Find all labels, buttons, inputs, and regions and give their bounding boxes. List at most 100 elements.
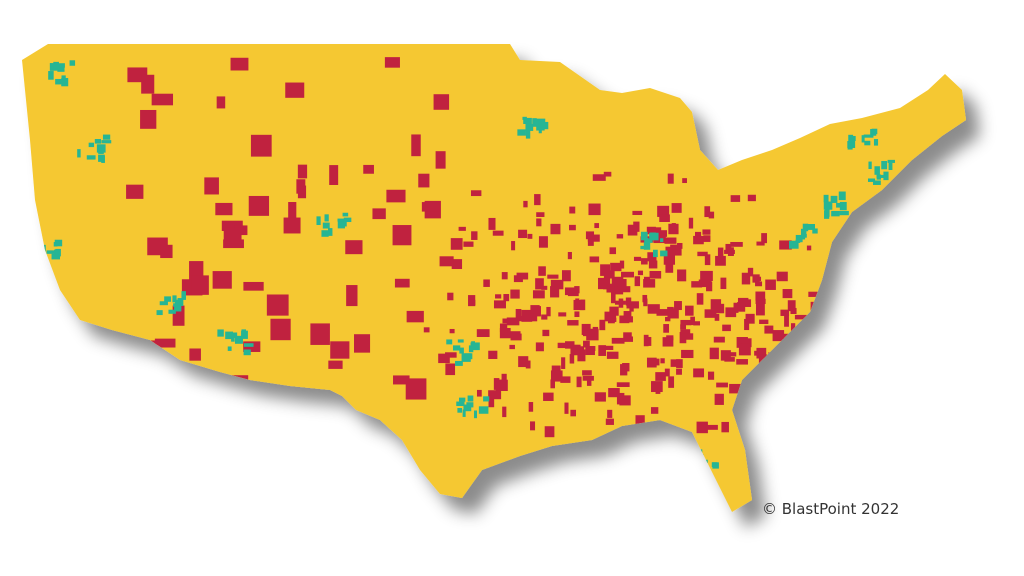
red-county xyxy=(700,270,713,282)
teal-county xyxy=(700,459,708,464)
red-county xyxy=(582,370,592,376)
teal-county xyxy=(876,174,881,180)
red-county xyxy=(160,244,173,259)
red-county xyxy=(616,234,624,239)
red-county xyxy=(515,308,522,320)
red-county xyxy=(346,285,358,307)
red-county xyxy=(745,313,755,324)
red-county xyxy=(576,376,582,388)
teal-county xyxy=(459,347,464,354)
teal-county xyxy=(172,295,177,303)
teal-county xyxy=(851,135,856,141)
teal-county xyxy=(874,166,880,175)
red-county xyxy=(585,231,595,240)
credit: © BlastPoint 2022 xyxy=(762,500,899,518)
red-county xyxy=(764,325,774,334)
teal-county xyxy=(243,343,254,347)
red-county xyxy=(495,294,502,299)
red-county xyxy=(471,231,478,240)
red-county xyxy=(702,229,711,235)
red-county xyxy=(764,407,769,419)
red-county xyxy=(635,415,645,426)
red-county xyxy=(250,134,272,157)
red-county xyxy=(693,368,705,378)
red-county xyxy=(212,271,232,289)
red-county xyxy=(665,261,674,273)
teal-county xyxy=(55,78,62,85)
teal-county xyxy=(791,240,798,248)
teal-county xyxy=(77,149,81,158)
red-county xyxy=(592,174,606,181)
red-county xyxy=(594,223,600,229)
red-county xyxy=(681,349,694,359)
red-county xyxy=(570,344,581,356)
red-county xyxy=(499,323,508,333)
teal-county xyxy=(470,342,480,351)
red-county xyxy=(633,221,640,232)
teal-county xyxy=(241,330,248,339)
red-county xyxy=(525,360,531,369)
red-county xyxy=(680,324,686,330)
red-county xyxy=(657,205,670,217)
red-county xyxy=(296,179,306,194)
teal-county xyxy=(88,142,95,148)
red-county xyxy=(463,241,474,247)
red-county xyxy=(648,260,658,269)
teal-county xyxy=(174,303,182,312)
red-county xyxy=(421,202,440,212)
red-county xyxy=(754,350,759,356)
red-county xyxy=(445,363,456,376)
red-county xyxy=(794,314,807,320)
red-county xyxy=(470,190,482,197)
teal-county xyxy=(883,171,889,181)
red-county xyxy=(773,393,786,405)
teal-county xyxy=(53,242,58,247)
teal-county xyxy=(800,228,807,238)
teal-county xyxy=(173,303,180,307)
red-county xyxy=(759,319,769,324)
red-county xyxy=(653,235,666,244)
red-county xyxy=(619,395,631,406)
teal-county xyxy=(466,402,474,408)
teal-county xyxy=(483,396,490,402)
red-county xyxy=(676,368,682,375)
red-county xyxy=(637,270,644,276)
teal-county xyxy=(159,301,168,306)
red-county xyxy=(782,333,793,341)
red-county xyxy=(691,281,703,288)
red-county xyxy=(328,360,343,369)
red-county xyxy=(363,164,374,174)
red-county xyxy=(629,304,634,312)
red-county xyxy=(696,421,708,434)
red-county xyxy=(608,388,620,398)
teal-county xyxy=(457,339,464,343)
red-county xyxy=(605,345,614,350)
red-county xyxy=(663,252,676,265)
red-county xyxy=(747,267,754,277)
red-county xyxy=(221,220,243,231)
red-county xyxy=(729,383,742,394)
teal-county xyxy=(234,335,243,344)
red-county xyxy=(668,223,679,235)
red-county xyxy=(266,294,289,316)
teal-county xyxy=(42,244,46,253)
teal-county xyxy=(700,453,704,460)
red-county xyxy=(510,289,520,299)
red-county xyxy=(476,389,482,397)
teal-county xyxy=(888,162,893,171)
teal-county xyxy=(241,329,247,334)
red-county xyxy=(231,375,249,391)
red-county xyxy=(706,281,713,292)
red-county xyxy=(518,229,528,239)
teal-county xyxy=(86,155,96,160)
teal-county xyxy=(812,228,818,234)
red-county xyxy=(583,340,590,348)
red-county xyxy=(536,212,545,217)
red-county xyxy=(230,57,249,71)
red-county xyxy=(451,259,463,270)
red-county xyxy=(693,235,704,245)
red-county xyxy=(285,82,305,98)
red-county xyxy=(682,178,687,184)
red-county xyxy=(598,345,607,356)
red-county xyxy=(643,334,649,347)
